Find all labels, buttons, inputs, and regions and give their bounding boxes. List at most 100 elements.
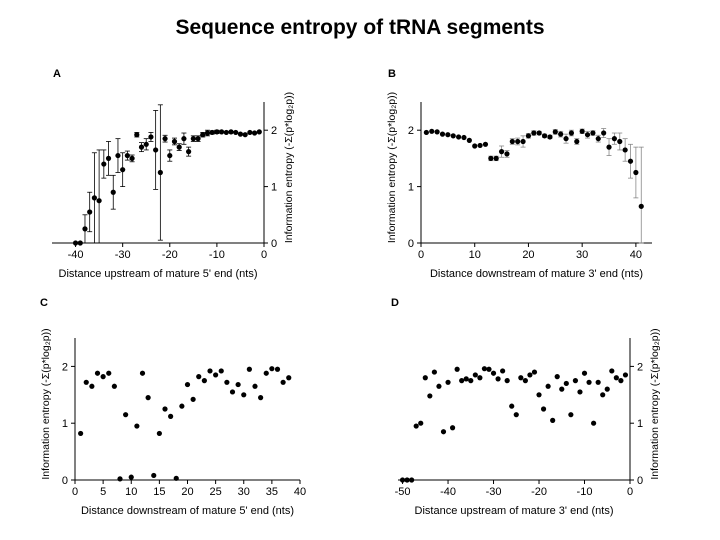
panel-d-data-point [486,366,492,372]
panel-d-data-point [436,383,442,389]
panel-d-data-point [536,392,542,398]
panel-b-data-point [477,142,483,149]
panel-b-y-tick-label: 1 [408,182,414,194]
panel-a-data-point [256,129,262,135]
panel-b-data-point [472,143,478,149]
panel-b-data-point [493,155,499,161]
panel-a-data-point [157,169,163,176]
panel-d-data-point [500,368,506,374]
panel-c-y-tick-label: 1 [62,418,68,430]
panel-b-data-point [520,138,526,145]
panel-a-data-point [143,141,149,147]
panel-c-data-point [280,379,286,385]
panel-a-data-point [242,132,248,138]
panel-b-data-point [633,169,639,176]
panel-d-data-point [581,370,588,376]
panel-d-x-axis-label: Distance upstream of mature 3' end (nts) [415,505,614,517]
panel-a-data-point [251,130,258,136]
panel-c-data-point [100,374,106,380]
panel-b-y-tick-label: 2 [408,125,414,137]
panel-c-data-point [83,379,89,385]
panel-b-data-point [531,130,537,136]
panel-d-data-point [463,376,469,382]
panel-c-data-point [89,383,95,389]
panel-b-data-point [466,137,472,143]
panel-d-data-point [531,369,538,375]
panel-d-x-tick-label: -50 [395,486,411,498]
panel-a-data-point [124,152,130,159]
panel-c-data-point [94,370,101,376]
panel-a-data-point [129,155,135,161]
panel-a-data-point [162,136,168,142]
panel-c-data-point [201,378,207,384]
panel-b-data-point [439,131,446,137]
panel-b-x-tick-label: 40 [630,249,642,261]
panel-d-data-point [399,477,406,483]
panel-c-data-point [145,395,151,401]
panel-a-data-point [138,144,145,150]
panel-a-x-axis-label: Distance upstream of mature 5' end (nts) [59,268,258,280]
panel-b-data-point [482,141,489,147]
panel-d-data-point [522,378,528,384]
panel-d-data-point [513,412,519,418]
panel-b-y-axis-label: Information entropy (-Σ(p*log₂p)) [386,92,398,243]
panel-d-y-axis-label: Information entropy (-Σ(p*log₂p)) [649,328,661,479]
panel-a-x-tick-label: 0 [261,249,267,261]
panel-d-data-point [440,429,447,435]
panel-c-x-tick-label: 10 [125,486,137,498]
panel-a-data-point [233,129,239,136]
panel-d-data-point [418,420,424,426]
panel-a-data-point [91,195,97,201]
panel-b-x-tick-label: 30 [576,249,588,261]
panel-d-data-point [545,383,551,389]
panel-d-data-point [504,378,510,384]
panel-b-data-point [617,138,623,145]
panel-c-data-point [207,368,213,374]
panel-letter-c: C [40,297,48,309]
panel-a-data-point [110,189,116,195]
panel-a-data-point [237,131,244,137]
panel-c-data-point [263,370,269,376]
panel-c-y-axis-label: Information entropy (-Σ(p*log₂p)) [40,328,52,479]
panel-b-data-point [622,147,628,153]
panel-a-data-point [228,129,234,135]
panel-d-data-point [622,372,629,378]
panel-b-data-point [536,130,542,136]
panel-c-data-point [78,430,84,437]
panel-a-data-point [72,240,79,246]
panel-b-data-point [541,133,548,139]
panel-c-y-tick-label: 0 [62,475,68,487]
panel-d-x-tick-label: -20 [531,486,547,498]
panel-d-data-point [409,477,415,483]
panel-c-x-tick-label: 40 [294,486,306,498]
panel-c-data-point [139,370,146,376]
panel-b-data-point [423,129,429,136]
panel-c-x-tick-label: 35 [266,486,278,498]
panel-c-data-point [246,366,252,372]
panel-c-data-point [274,366,281,372]
panel-d-data-point [481,366,488,372]
panel-b-data-point [579,128,585,134]
panel-d-data-point [613,375,619,381]
panel-a-data-point [171,138,178,145]
panel-c-data-point [196,374,202,380]
panel-c-data-point [190,396,196,402]
panel-a-data-point [186,149,192,155]
panel-c-x-axis-label: Distance downstream of mature 5' end (nt… [81,505,294,517]
panel-d-data-point [540,406,547,412]
panel-b-data-point [509,138,515,145]
panel-c-data-point [269,366,275,372]
panel-d-data-point [459,378,465,384]
panel-a-data-point [96,198,102,204]
panel-c-x-tick-label: 15 [153,486,165,498]
panel-b-data-point [434,129,440,135]
panel-a-data-point [101,161,107,167]
panel-d-data-point [427,393,433,399]
panel-b-data-point [627,158,634,164]
panel-b-data-point [429,128,435,134]
panel-a-data-point [204,130,211,136]
panel-b-data-point [547,134,553,140]
panel-b-data-point [595,136,601,142]
panel-d-data-point [472,372,478,378]
panel-d-data-point [509,403,515,409]
